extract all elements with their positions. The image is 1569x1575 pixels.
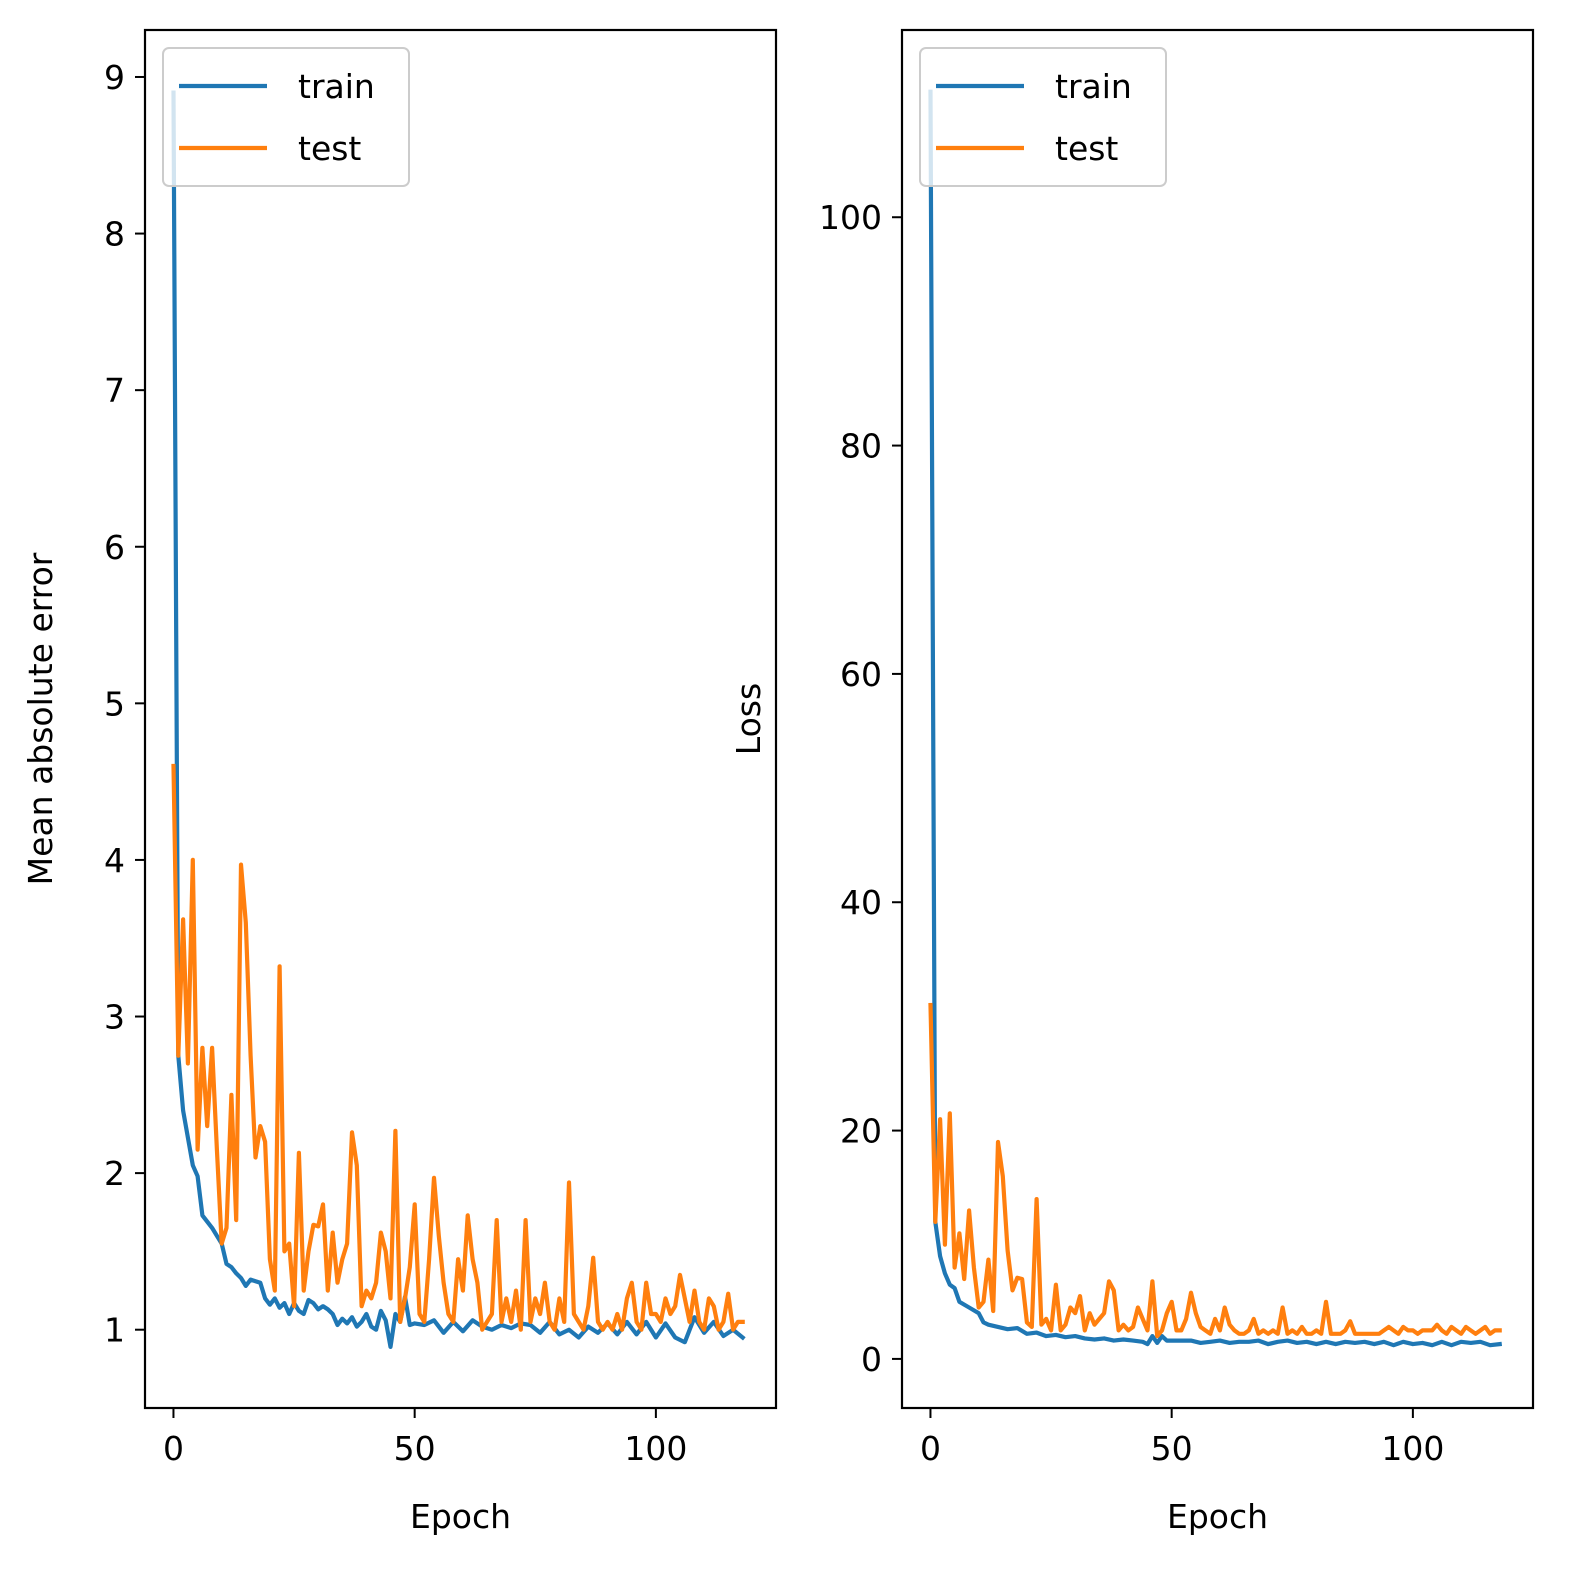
legend: train test bbox=[162, 47, 410, 187]
x-tick-label: 50 bbox=[394, 1429, 436, 1468]
subplot-2: 0 50 100 0 20 40 60 80 100 Epoch Loss train test bbox=[729, 28, 1535, 1536]
series-line-train bbox=[928, 89, 1503, 1348]
legend: train test bbox=[919, 47, 1167, 187]
legend-label-train: train bbox=[1055, 67, 1132, 106]
y-tick-label: 80 bbox=[840, 427, 882, 466]
subplot-1: 0 50 100 1 2 3 4 5 6 7 8 9 Epoch Mean absolute error t… bbox=[21, 28, 778, 1536]
y-tick-label: 8 bbox=[104, 215, 125, 254]
plot-frame bbox=[900, 28, 1535, 1410]
series-line-test bbox=[171, 763, 745, 1332]
legend-label-test: test bbox=[1055, 129, 1118, 168]
legend-label-test: test bbox=[298, 129, 361, 168]
plot-frame bbox=[143, 28, 778, 1410]
y-tick-label: 100 bbox=[819, 198, 882, 237]
legend-box bbox=[919, 47, 1167, 187]
x-axis-label: Epoch bbox=[410, 1497, 511, 1536]
legend-box bbox=[162, 47, 410, 187]
x-tick-label: 100 bbox=[624, 1429, 687, 1468]
x-axis-label: Epoch bbox=[1167, 1497, 1268, 1536]
x-tick-label: 0 bbox=[163, 1429, 184, 1468]
y-tick-label: 40 bbox=[840, 883, 882, 922]
y-tick-label: 6 bbox=[104, 528, 125, 567]
y-tick-label: 9 bbox=[104, 58, 125, 97]
x-tick-label: 50 bbox=[1151, 1429, 1193, 1468]
y-tick-label: 60 bbox=[840, 655, 882, 694]
series-line-test bbox=[928, 1002, 1502, 1339]
y-tick-label: 5 bbox=[104, 684, 125, 723]
y-tick-label: 7 bbox=[104, 371, 125, 410]
y-tick-label: 0 bbox=[861, 1340, 882, 1379]
y-tick-label: 20 bbox=[840, 1112, 882, 1151]
y-axis-label: Mean absolute error bbox=[21, 552, 60, 885]
y-tick-label: 4 bbox=[104, 841, 125, 880]
x-tick-label: 100 bbox=[1381, 1429, 1444, 1468]
y-tick-label: 3 bbox=[104, 998, 125, 1037]
legend-label-train: train bbox=[298, 67, 375, 106]
y-axis-label: Loss bbox=[729, 683, 768, 755]
y-tick-label: 1 bbox=[104, 1311, 125, 1350]
x-tick-label: 0 bbox=[920, 1429, 941, 1468]
y-tick-label: 2 bbox=[104, 1154, 125, 1193]
